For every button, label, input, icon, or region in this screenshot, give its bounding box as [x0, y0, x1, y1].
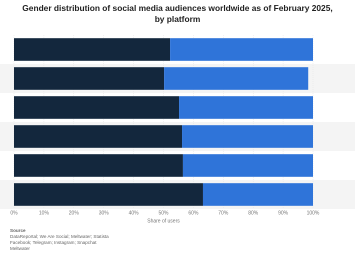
x-tick-label: 30% — [99, 210, 110, 216]
x-tick-label: 80% — [248, 210, 259, 216]
x-tick-label: 0% — [10, 210, 18, 216]
x-tick-label: 90% — [278, 210, 289, 216]
x-tick-label: 100% — [307, 210, 320, 216]
source-line: Facebook; Telegram; Instagram; Snapchat — [10, 240, 97, 245]
bar-segment — [170, 38, 313, 61]
x-tick-label: 40% — [129, 210, 140, 216]
x-axis-label: Share of users — [147, 218, 180, 224]
bar-segment — [164, 67, 309, 90]
bar-segment — [14, 67, 165, 90]
source-heading: Source — [10, 228, 26, 233]
bar-segment — [179, 96, 313, 119]
bar-segment — [182, 125, 313, 148]
x-tick-label: 10% — [39, 210, 50, 216]
bar-segment — [14, 154, 183, 177]
bar-segment — [14, 125, 183, 148]
bar-segment — [202, 183, 313, 206]
x-tick-label: 70% — [218, 210, 229, 216]
bar-segment — [182, 154, 313, 177]
chart-title: Gender distribution of social media audi… — [22, 3, 333, 24]
source-line: Meltwater — [10, 246, 30, 251]
source-line: DataReportal; We Are Social; Meltwater; … — [10, 234, 109, 239]
x-tick-label: 20% — [69, 210, 80, 216]
bar-segment — [14, 38, 171, 61]
x-tick-label: 50% — [158, 210, 169, 216]
bar-segment — [14, 96, 180, 119]
x-tick-label: 60% — [188, 210, 199, 216]
bar-segment — [14, 183, 203, 206]
